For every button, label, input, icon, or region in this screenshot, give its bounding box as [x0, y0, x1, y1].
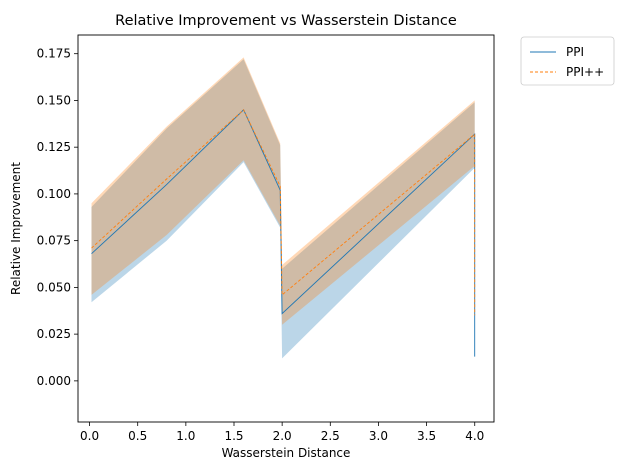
y-tick-label: 0.000 [37, 374, 71, 388]
legend: PPI PPI++ [520, 36, 615, 86]
y-axis-label: Relative Improvement [9, 162, 23, 295]
legend-box [520, 36, 615, 86]
series-line-0 [91, 109, 476, 357]
x-tick-label: 4.0 [465, 429, 484, 443]
x-axis-label: Wasserstein Distance [222, 446, 351, 460]
axes-frame [77, 34, 495, 423]
y-tick-label: 0.150 [37, 93, 71, 107]
series-line-1 [91, 109, 476, 316]
x-tick-label: 2.0 [273, 429, 292, 443]
chart-title: Relative Improvement vs Wasserstein Dist… [115, 13, 457, 29]
x-tick-label: 1.0 [176, 429, 195, 443]
confidence-band-0 [91, 59, 475, 359]
legend-label-0: PPI [566, 45, 584, 59]
legend-label-1: PPI++ [566, 65, 604, 79]
y-axis-ticks: 0.000 0.025 0.050 0.075 0.100 0.125 0.150 0.175 [37, 47, 78, 388]
y-tick-label: 0.025 [37, 327, 71, 341]
confidence-band-1 [91, 57, 475, 325]
x-tick-label: 2.5 [321, 429, 340, 443]
y-tick-label: 0.100 [37, 187, 71, 201]
y-tick-label: 0.075 [37, 234, 71, 248]
x-tick-label: 0.5 [128, 429, 147, 443]
plot-area [91, 57, 476, 359]
y-tick-label: 0.125 [37, 140, 71, 154]
x-tick-label: 3.5 [417, 429, 436, 443]
x-tick-label: 0.0 [80, 429, 99, 443]
x-axis-ticks: 0.0 0.5 1.0 1.5 2.0 2.5 3.0 3.5 4.0 [80, 422, 484, 443]
y-tick-label: 0.050 [37, 280, 71, 294]
y-tick-label: 0.175 [37, 47, 71, 61]
x-tick-label: 1.5 [224, 429, 243, 443]
x-tick-label: 3.0 [369, 429, 388, 443]
